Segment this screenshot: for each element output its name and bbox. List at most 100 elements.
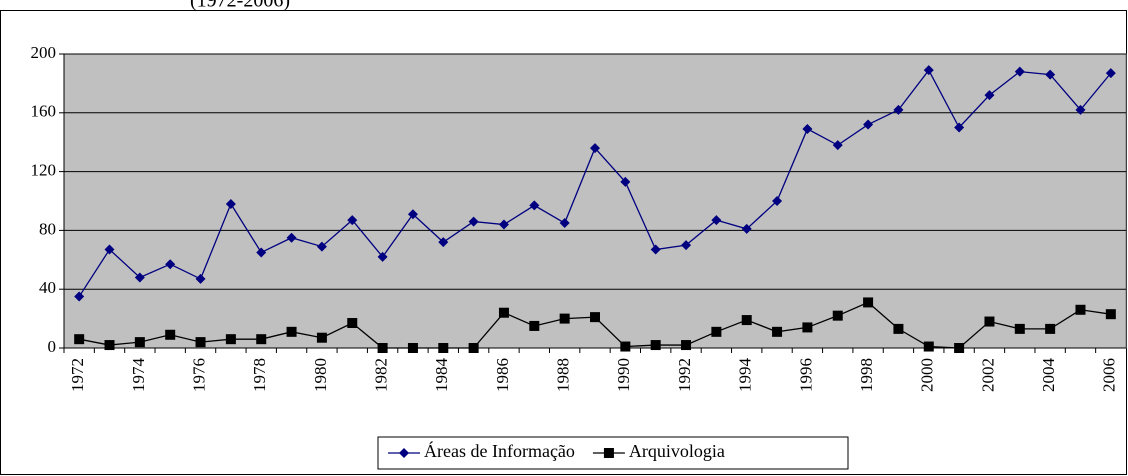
- point: [681, 240, 692, 251]
- point: [316, 332, 327, 343]
- point: [590, 143, 600, 154]
- point: [529, 320, 540, 331]
- point: [650, 244, 661, 255]
- point: [347, 215, 358, 226]
- point: [559, 313, 570, 324]
- point: [772, 196, 783, 206]
- point: [1075, 304, 1086, 315]
- legend-symbol: [603, 448, 614, 458]
- point: [74, 291, 85, 302]
- point: [923, 341, 934, 352]
- point: [802, 123, 813, 134]
- point: [1014, 323, 1025, 334]
- point: [407, 343, 418, 353]
- point: [134, 272, 145, 283]
- point: [1105, 68, 1116, 79]
- point: [256, 334, 267, 345]
- point: [256, 247, 267, 258]
- chart-title: (1972-2006): [190, 0, 290, 12]
- x-tick-label: 1978: [250, 358, 269, 392]
- point: [225, 198, 236, 209]
- point: [377, 343, 388, 353]
- point: [893, 104, 904, 115]
- point: [863, 297, 874, 308]
- legend-marker: [603, 448, 614, 458]
- point: [195, 337, 206, 348]
- point: [741, 223, 752, 234]
- x-tick-label: 1972: [68, 358, 87, 392]
- point: [165, 329, 176, 340]
- point: [893, 323, 904, 334]
- y-tick-label: 0: [48, 337, 57, 356]
- x-tick-label: 1998: [857, 358, 876, 392]
- plot-area: [63, 53, 1127, 349]
- point: [104, 340, 115, 351]
- point: [711, 326, 722, 337]
- point: [74, 334, 85, 345]
- point: [863, 119, 874, 130]
- point: [650, 340, 661, 351]
- x-tick-label: 1994: [736, 358, 755, 393]
- point: [104, 244, 115, 255]
- legend-label: Áreas de Informação: [424, 440, 575, 461]
- point: [802, 322, 813, 333]
- point: [134, 337, 145, 348]
- x-tick-label: 2002: [978, 358, 997, 392]
- x-tick-label: 2006: [1100, 358, 1119, 392]
- y-tick-label: 40: [39, 278, 56, 297]
- point: [377, 251, 388, 262]
- x-tick-label: 1996: [796, 358, 815, 392]
- point: [1014, 66, 1025, 77]
- x-tick-label: 2004: [1039, 358, 1058, 393]
- point: [407, 209, 418, 220]
- point: [1045, 69, 1056, 80]
- y-tick-label: 80: [39, 219, 56, 238]
- x-tick-label: 1974: [129, 358, 148, 393]
- point: [165, 259, 176, 270]
- point: [498, 307, 509, 318]
- point: [286, 232, 297, 243]
- point: [195, 273, 206, 284]
- x-tick-label: 2000: [918, 358, 937, 392]
- point: [559, 218, 570, 229]
- x-tick-label: 1992: [675, 358, 694, 392]
- title-backdrop: [150, 0, 330, 10]
- point: [468, 343, 479, 353]
- y-tick-label: 160: [31, 102, 57, 121]
- point: [316, 241, 327, 252]
- legend-label: Arquivologia: [629, 441, 725, 461]
- point: [923, 65, 934, 76]
- point: [832, 310, 843, 321]
- point: [954, 343, 965, 353]
- y-tick-label: 200: [31, 43, 57, 62]
- point: [772, 326, 783, 337]
- point: [225, 334, 236, 345]
- point: [711, 215, 722, 226]
- legend-symbol: [399, 448, 409, 458]
- x-tick-label: 1976: [189, 358, 208, 392]
- x-tick-label: 1988: [554, 358, 573, 392]
- point: [620, 341, 631, 352]
- point: [590, 312, 600, 323]
- x-tick-label: 1980: [311, 358, 330, 392]
- point: [984, 90, 995, 101]
- point: [498, 219, 509, 230]
- point: [347, 318, 358, 329]
- point: [438, 343, 449, 353]
- point: [832, 140, 843, 151]
- point: [468, 216, 479, 227]
- point: [1045, 323, 1056, 334]
- point: [529, 200, 540, 211]
- x-tick-label: 1986: [493, 358, 512, 392]
- point: [954, 122, 965, 133]
- legend-marker: [399, 448, 409, 458]
- point: [681, 340, 692, 351]
- point: [1075, 104, 1086, 115]
- point: [438, 237, 449, 248]
- point: [984, 316, 995, 327]
- x-tick-label: 1984: [432, 358, 451, 393]
- point: [286, 326, 297, 337]
- point: [1105, 309, 1116, 320]
- x-tick-label: 1982: [372, 358, 391, 392]
